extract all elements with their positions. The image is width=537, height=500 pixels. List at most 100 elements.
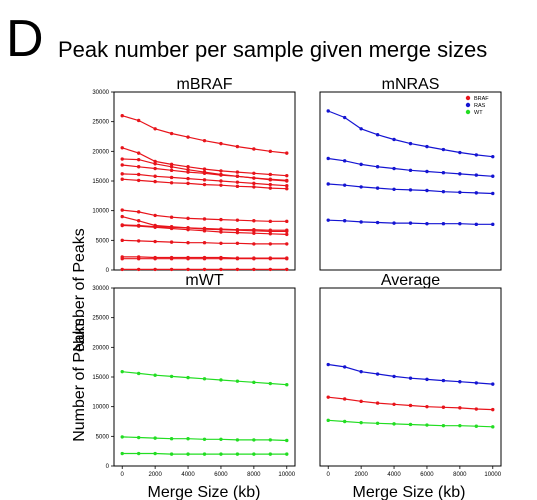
data-point bbox=[236, 170, 239, 173]
data-point bbox=[442, 222, 445, 225]
data-point bbox=[121, 178, 124, 181]
data-point bbox=[491, 155, 494, 158]
y-tick-label-mbraf: 10000 bbox=[92, 209, 109, 215]
data-point bbox=[236, 175, 239, 178]
data-point bbox=[219, 173, 222, 176]
data-point bbox=[425, 423, 428, 426]
data-point bbox=[491, 408, 494, 411]
data-point bbox=[219, 452, 222, 455]
data-point bbox=[170, 240, 173, 243]
y-tick-label-mwt: 0 bbox=[106, 464, 110, 470]
x-tick-label-mwt: 6000 bbox=[214, 472, 228, 478]
data-point bbox=[252, 452, 255, 455]
data-point bbox=[203, 241, 206, 244]
data-point bbox=[425, 222, 428, 225]
series-mwt-2 bbox=[121, 435, 289, 442]
data-point bbox=[269, 173, 272, 176]
data-point bbox=[285, 220, 288, 223]
data-point bbox=[458, 222, 461, 225]
data-point bbox=[343, 420, 346, 423]
data-point bbox=[186, 177, 189, 180]
data-point bbox=[392, 422, 395, 425]
data-point bbox=[475, 425, 478, 428]
data-point bbox=[359, 421, 362, 424]
data-point bbox=[425, 189, 428, 192]
data-point bbox=[186, 268, 189, 271]
data-point bbox=[153, 167, 156, 170]
data-point bbox=[170, 375, 173, 378]
data-point bbox=[425, 145, 428, 148]
data-point bbox=[475, 381, 478, 384]
data-point bbox=[236, 145, 239, 148]
data-point bbox=[153, 175, 156, 178]
y-tick-label-mwt: 30000 bbox=[92, 286, 109, 292]
data-point bbox=[285, 233, 288, 236]
data-point bbox=[186, 165, 189, 168]
data-point bbox=[376, 165, 379, 168]
series-average-ras bbox=[327, 363, 495, 386]
data-point bbox=[285, 452, 288, 455]
data-point bbox=[343, 183, 346, 186]
data-point bbox=[269, 220, 272, 223]
data-point bbox=[121, 172, 124, 175]
data-point bbox=[269, 232, 272, 235]
x-axis-label-right: Merge Size (kb) bbox=[353, 484, 466, 500]
x-tick-label-average: 8000 bbox=[453, 472, 467, 478]
panel-mbraf: mBRAF050001000015000200002500030000 bbox=[92, 76, 295, 274]
x-tick-label-mwt: 4000 bbox=[181, 472, 195, 478]
panels: mBRAF050001000015000200002500030000 mNRAS… bbox=[92, 76, 501, 478]
data-point bbox=[285, 257, 288, 260]
data-point bbox=[121, 268, 124, 271]
data-point bbox=[327, 363, 330, 366]
panel-title-mnras: mNRAS bbox=[382, 76, 440, 93]
series-mbraf-14 bbox=[121, 268, 289, 271]
data-point bbox=[269, 257, 272, 260]
data-point bbox=[343, 116, 346, 119]
data-point bbox=[343, 397, 346, 400]
data-point bbox=[186, 182, 189, 185]
data-point bbox=[252, 172, 255, 175]
data-point bbox=[376, 221, 379, 224]
data-point bbox=[425, 378, 428, 381]
data-point bbox=[392, 188, 395, 191]
data-point bbox=[458, 406, 461, 409]
data-point bbox=[269, 229, 272, 232]
data-point bbox=[285, 184, 288, 187]
data-point bbox=[236, 180, 239, 183]
data-point bbox=[203, 167, 206, 170]
data-point bbox=[269, 242, 272, 245]
data-point bbox=[392, 138, 395, 141]
data-point bbox=[121, 114, 124, 117]
data-point bbox=[137, 179, 140, 182]
series-mnras-2 bbox=[327, 157, 495, 178]
data-point bbox=[137, 436, 140, 439]
data-point bbox=[252, 182, 255, 185]
data-point bbox=[153, 226, 156, 229]
data-point bbox=[121, 239, 124, 242]
data-point bbox=[121, 215, 124, 218]
data-point bbox=[137, 210, 140, 213]
data-point bbox=[269, 186, 272, 189]
data-point bbox=[219, 169, 222, 172]
data-point bbox=[203, 268, 206, 271]
data-point bbox=[252, 257, 255, 260]
data-point bbox=[392, 375, 395, 378]
data-point bbox=[137, 219, 140, 222]
data-point bbox=[137, 165, 140, 168]
legend-marker-braf bbox=[466, 96, 470, 100]
x-tick-label-average: 2000 bbox=[354, 472, 368, 478]
data-point bbox=[121, 146, 124, 149]
data-point bbox=[491, 223, 494, 226]
data-point bbox=[236, 242, 239, 245]
data-point bbox=[153, 436, 156, 439]
series-mbraf-7 bbox=[121, 208, 289, 223]
y-tick-label-mbraf: 5000 bbox=[96, 238, 110, 244]
series-average-braf bbox=[327, 395, 495, 411]
data-point bbox=[442, 171, 445, 174]
data-point bbox=[285, 383, 288, 386]
series-line bbox=[328, 397, 493, 409]
data-point bbox=[425, 405, 428, 408]
data-point bbox=[170, 176, 173, 179]
data-point bbox=[137, 158, 140, 161]
